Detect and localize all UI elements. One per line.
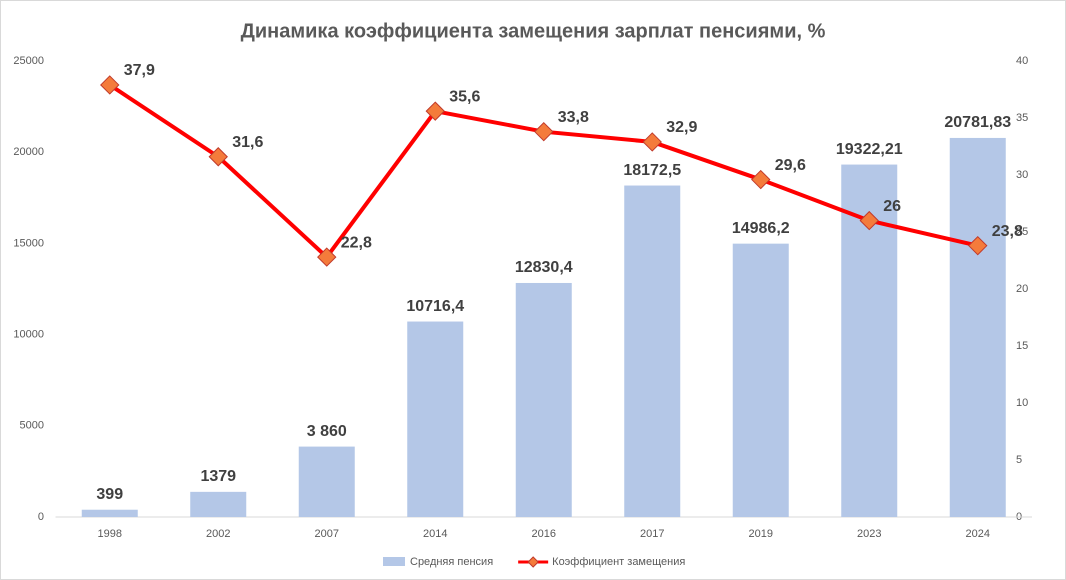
line-marker: [208, 147, 228, 167]
x-tick-label: 2014: [423, 528, 447, 540]
value-label: 1379: [200, 468, 236, 485]
y2-tick-label: 5: [1016, 454, 1022, 466]
x-tick-label: 1998: [98, 528, 122, 540]
y-tick-label: 0: [38, 511, 44, 523]
chart-title: Динамика коэффициента замещения зарплат …: [241, 20, 826, 42]
y-tick-label: 5000: [20, 420, 44, 432]
value-label: 20781,83: [944, 114, 1011, 131]
value-label: 23,8: [992, 223, 1023, 240]
value-label: 29,6: [775, 157, 806, 174]
value-label: 35,6: [449, 88, 480, 105]
value-label: 19322,21: [836, 141, 903, 158]
line-marker: [642, 132, 662, 152]
x-tick-label: 2016: [532, 528, 556, 540]
y-tick-label: 25000: [13, 55, 44, 67]
line-marker: [859, 210, 879, 231]
x-tick-label: 2007: [315, 528, 339, 540]
line-marker: [100, 75, 120, 95]
value-label: 18172,5: [623, 162, 681, 179]
value-label: 26: [883, 198, 901, 215]
y-tick-label: 10000: [13, 329, 44, 341]
x-tick-label: 2017: [640, 528, 664, 540]
bar: [624, 185, 681, 517]
y2-tick-label: 20: [1016, 283, 1028, 295]
line-marker: [425, 101, 445, 121]
bar: [515, 282, 572, 517]
value-label: 33,8: [558, 109, 589, 126]
y2-tick-label: 25: [1016, 226, 1028, 238]
x-tick-label: 2002: [206, 528, 230, 540]
y2-tick-label: 40: [1016, 55, 1028, 67]
value-label: 3 860: [307, 423, 347, 440]
bar: [81, 509, 138, 517]
legend-label: Коэффициент замещения: [552, 556, 685, 568]
value-label: 22,8: [341, 234, 372, 251]
line-marker: [751, 169, 771, 190]
value-label: 31,6: [232, 134, 263, 151]
bar: [732, 243, 789, 517]
bar: [949, 137, 1006, 517]
x-tick-label: 2023: [857, 528, 881, 540]
legend-swatch: [527, 556, 539, 568]
bar: [190, 491, 247, 517]
value-label: 10716,4: [406, 298, 464, 315]
line-marker: [317, 247, 337, 267]
x-tick-label: 2024: [966, 528, 990, 540]
value-label: 14986,2: [732, 220, 790, 237]
value-label: 399: [96, 486, 123, 503]
y2-tick-label: 30: [1016, 169, 1028, 181]
legend-swatch: [383, 557, 405, 566]
y2-tick-label: 10: [1016, 397, 1028, 409]
value-label: 32,9: [666, 119, 697, 136]
y2-tick-label: 35: [1016, 112, 1028, 124]
y-tick-label: 15000: [13, 237, 44, 249]
line-marker: [968, 235, 988, 256]
bar: [407, 321, 464, 517]
line-marker: [534, 121, 554, 142]
value-label: 12830,4: [515, 259, 573, 276]
value-label: 37,9: [124, 62, 155, 79]
x-tick-label: 2019: [749, 528, 773, 540]
bar: [298, 446, 355, 517]
legend-label: Средняя пенсия: [410, 556, 493, 568]
y-tick-label: 20000: [13, 146, 44, 158]
y2-tick-label: 15: [1016, 340, 1028, 352]
